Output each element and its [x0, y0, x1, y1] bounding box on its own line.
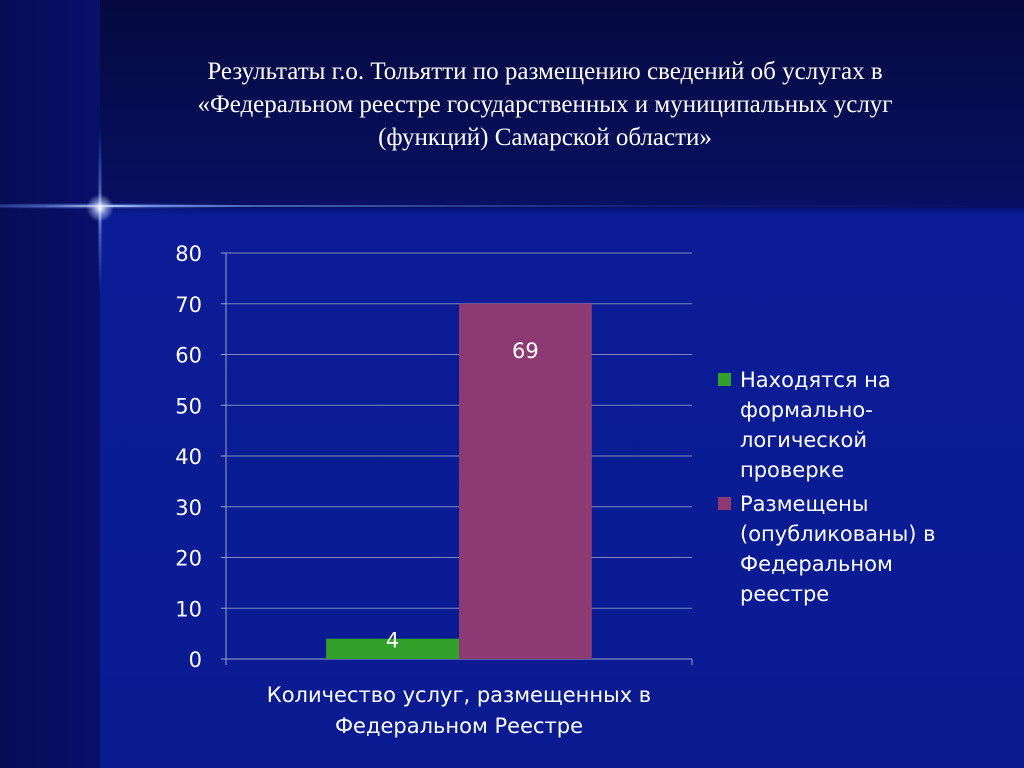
legend-label: Размещены: [740, 492, 869, 516]
legend-label: Находятся на: [740, 368, 891, 392]
data-label: 69: [512, 339, 539, 363]
data-label: 4: [386, 629, 399, 653]
y-tick-label: 60: [175, 344, 202, 368]
bars: [326, 303, 592, 659]
x-category-label-line: Федеральном Реестре: [335, 714, 583, 738]
data-labels: 4 69: [386, 339, 539, 653]
left-band-decoration: [0, 0, 100, 768]
header-band: [100, 0, 1024, 208]
title-line: «Федеральном реестре государственных и м…: [197, 91, 893, 118]
y-tick-label: 30: [175, 496, 202, 520]
legend-swatch-green: [718, 373, 731, 386]
title-line: Результаты г.о. Тольятти по размещению с…: [207, 58, 883, 85]
light-flare-horizontal: [0, 203, 260, 209]
legend-label: логической: [740, 428, 868, 452]
legend-item-published: Размещены (опубликованы) в Федеральном р…: [718, 489, 968, 609]
legend-swatch-purple: [718, 497, 731, 510]
y-tick-label: 40: [175, 445, 202, 469]
y-tick-label: 10: [175, 597, 202, 621]
legend-label: (опубликованы) в: [740, 522, 936, 546]
x-category-label-line: Количество услуг, размещенных в: [267, 683, 651, 707]
y-tick-label: 80: [175, 242, 202, 266]
light-flare-core: [86, 194, 114, 222]
y-tick-label: 70: [175, 293, 202, 317]
chart-legend: Находятся на формально- логической прове…: [718, 365, 968, 613]
title-line: (функций) Самарской области»: [378, 124, 712, 151]
x-category-label: Количество услуг, размещенных в Федеральн…: [267, 683, 651, 738]
y-tick-label: 50: [175, 394, 202, 418]
y-tick-label: 0: [189, 648, 202, 672]
legend-label: Федеральном: [740, 552, 893, 576]
y-tick-label: 20: [175, 547, 202, 571]
axes: [221, 252, 693, 665]
y-tick-labels: 0 10 20 30 40 50 60 70 80: [175, 242, 202, 672]
legend-label: проверке: [740, 458, 845, 482]
slide-title: Результаты г.о. Тольятти по размещению с…: [120, 55, 970, 154]
divider-line: [100, 205, 1024, 207]
bar-checking: [326, 638, 459, 659]
legend-item-checking: Находятся на формально- логической прове…: [718, 365, 968, 485]
legend-label: реестре: [740, 582, 830, 606]
bar-published: [459, 303, 592, 659]
legend-label: формально-: [740, 398, 873, 422]
